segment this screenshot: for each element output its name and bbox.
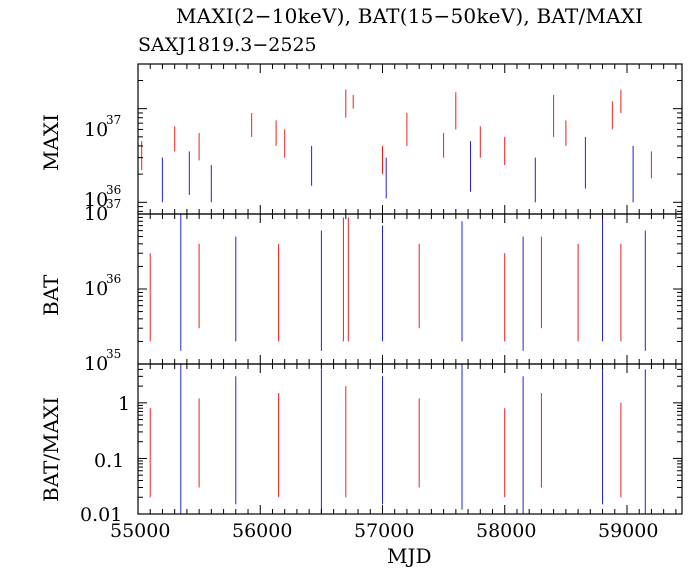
bat-ytick-1e36-exp: 36 <box>106 272 121 286</box>
bat-ytick-1e35-base: 10 <box>84 353 108 375</box>
bat-ytick-1e36-base: 10 <box>84 278 108 300</box>
x-axis-label: MJD <box>387 544 432 568</box>
bat-panel-frame <box>137 213 683 365</box>
xtick-56000: 56000 <box>232 520 292 542</box>
ratio-panel-frame <box>137 363 683 515</box>
bat-ytick-1e37-exp: 37 <box>106 197 121 211</box>
chart-subtitle: SAXJ1819.3−2525 <box>138 34 317 56</box>
ratio-ytick-1: 1 <box>118 393 130 415</box>
maxi-ytick-1e36-exp: 36 <box>106 183 121 197</box>
xtick-57000: 57000 <box>354 520 414 542</box>
ratio-ylabel: BAT/MAXI <box>39 397 63 502</box>
ratio-ytick-0.1: 0.1 <box>94 450 124 472</box>
ratio-ytick-0.01: 0.01 <box>80 504 122 526</box>
bat-ylabel: BAT <box>39 274 63 316</box>
maxi-ytick-1e36-base: 10 <box>84 189 108 211</box>
bat-ytick-1e35-exp: 35 <box>106 347 121 361</box>
maxi-panel-frame <box>137 63 683 215</box>
maxi-ytick-1e37-base: 10 <box>84 119 108 141</box>
xtick-55000: 55000 <box>110 520 170 542</box>
xtick-59000: 59000 <box>598 520 658 542</box>
bat-ytick-1e37-base: 10 <box>84 203 108 225</box>
xtick-58000: 58000 <box>476 520 536 542</box>
chart-title: MAXI(2−10keV), BAT(15−50keV), BAT/MAXI <box>176 4 644 28</box>
maxi-ytick-1e37-exp: 37 <box>106 113 121 127</box>
maxi-ylabel: MAXI <box>39 114 63 171</box>
